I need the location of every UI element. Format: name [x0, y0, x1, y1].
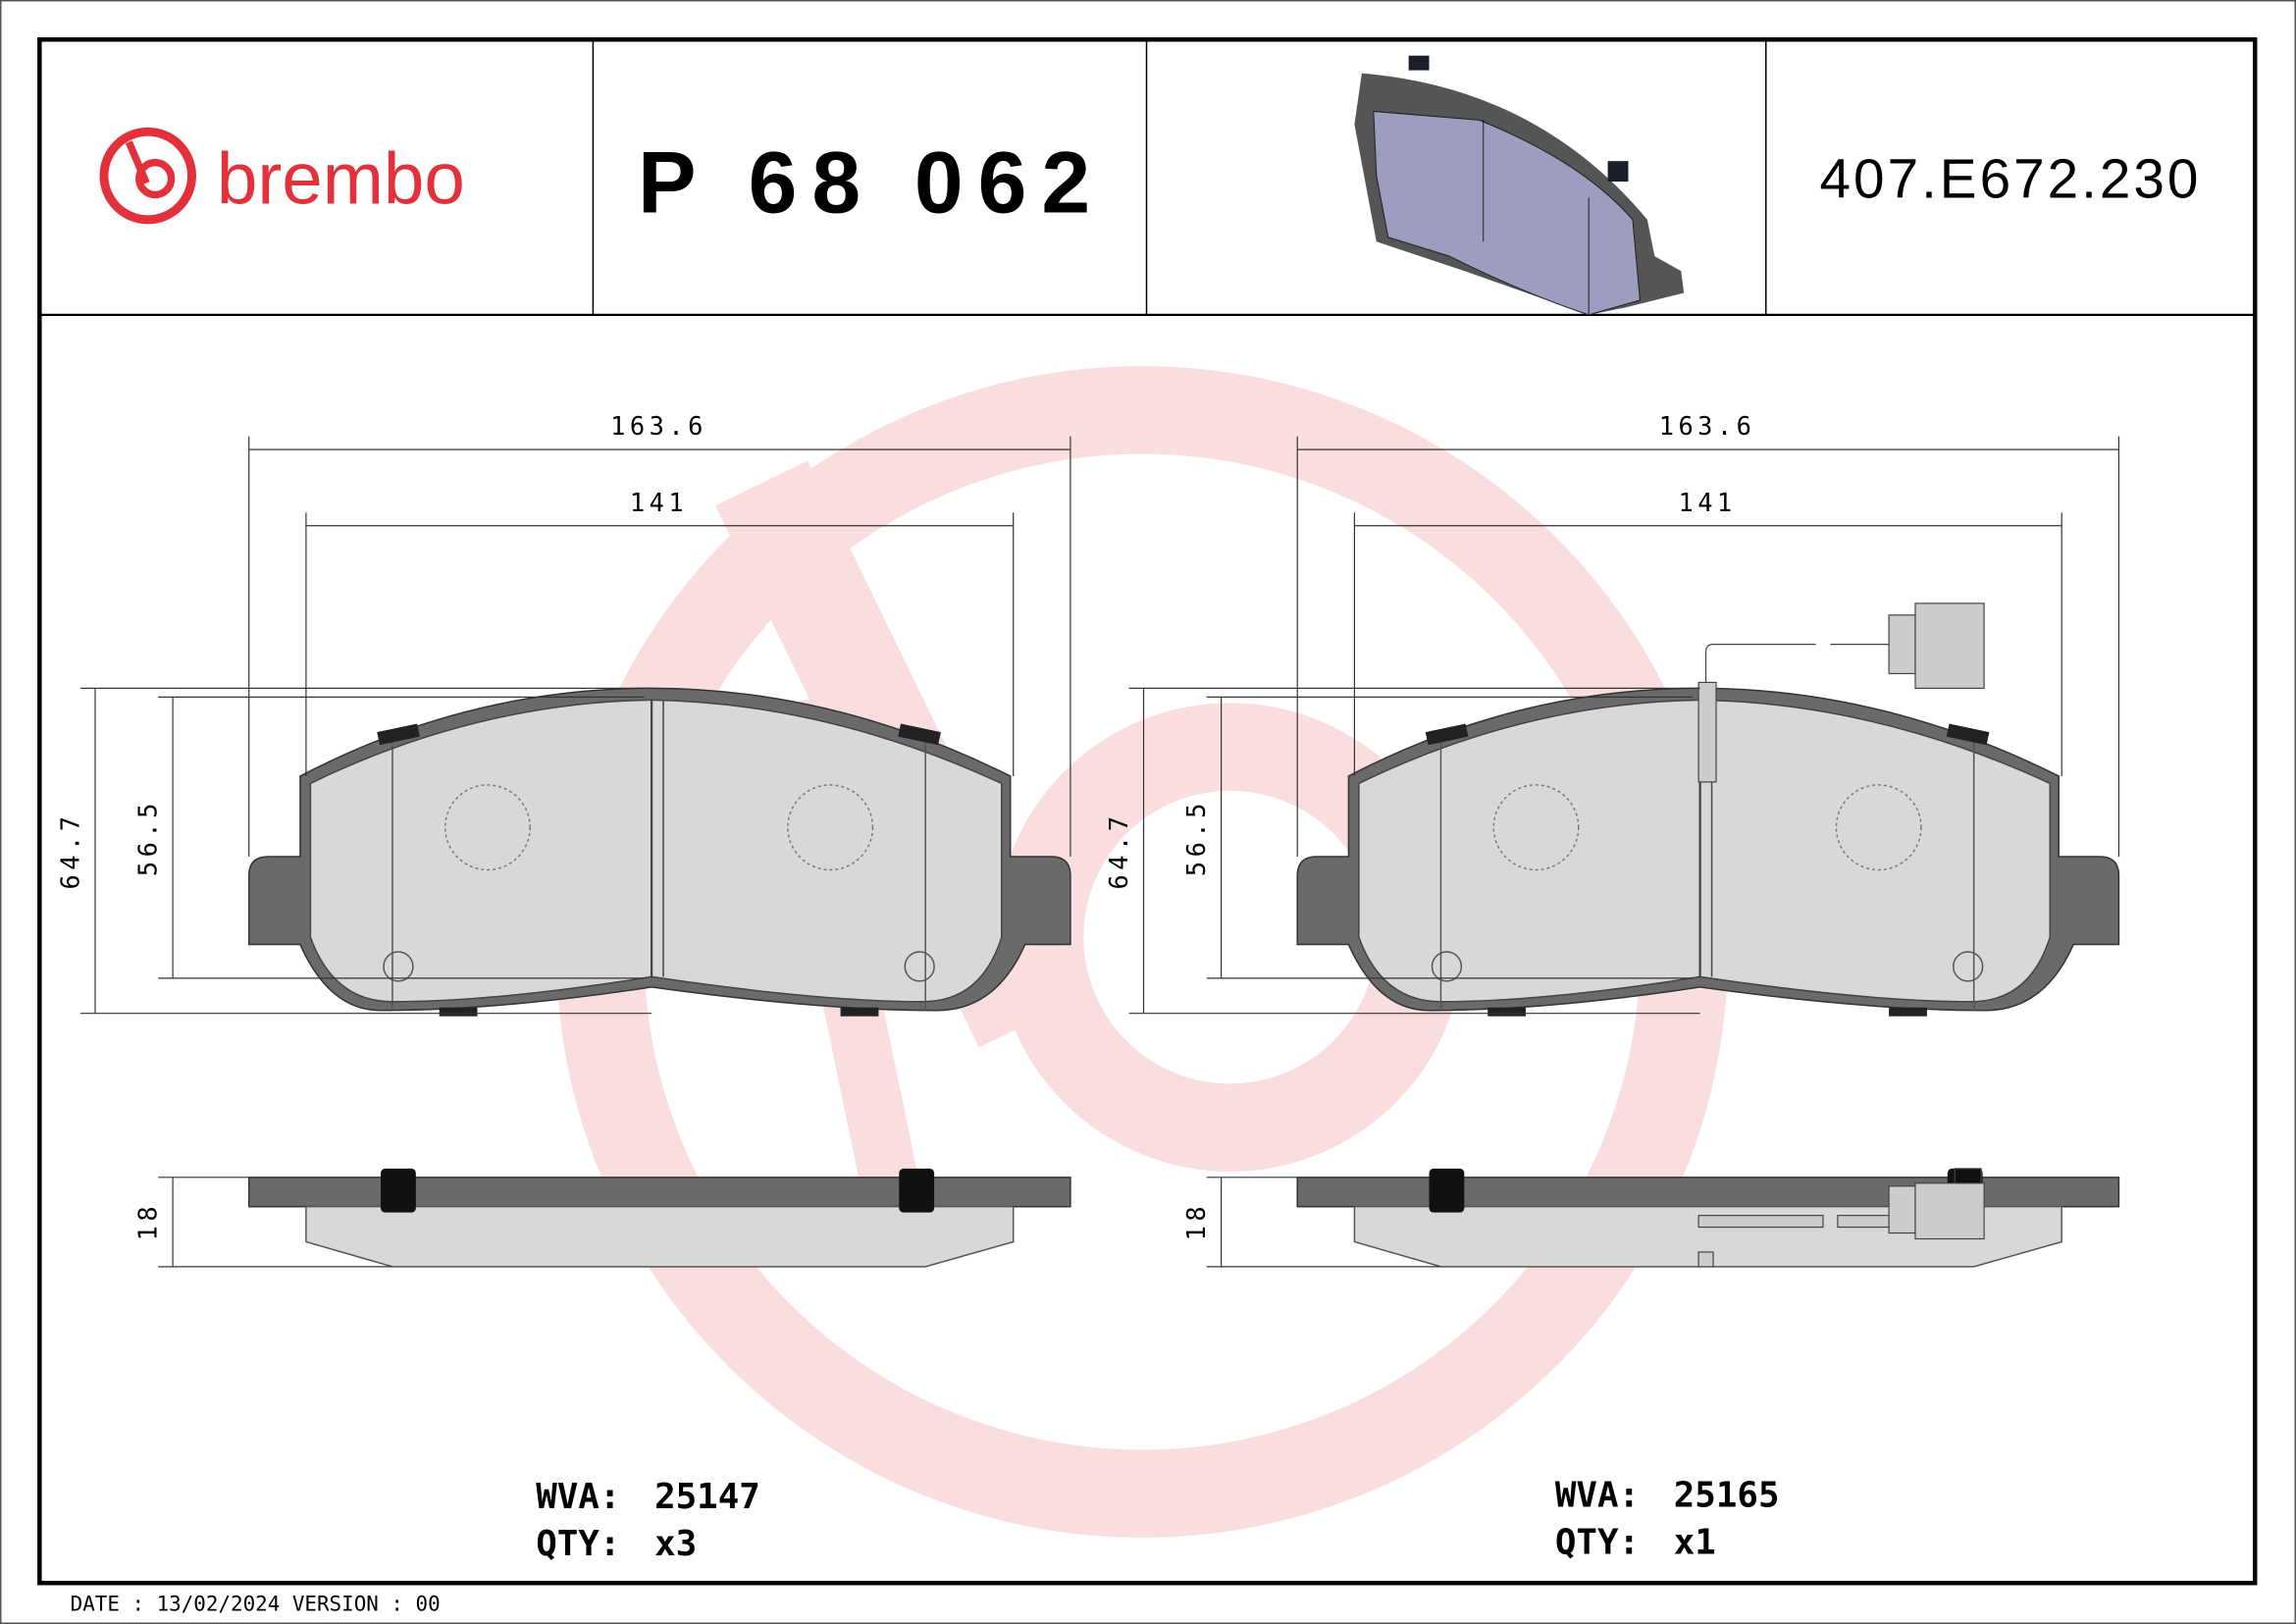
dim-overall-width: 163.6	[610, 411, 707, 441]
wva-value: 25165	[1674, 1476, 1780, 1516]
dim-thickness: 18	[133, 1202, 163, 1241]
dim-friction-height: 56.5	[1181, 799, 1211, 876]
brand-name: brembo	[217, 136, 465, 219]
brembo-logo: brembo	[99, 127, 465, 225]
brake-pad-3d-image	[1354, 55, 1685, 316]
qty-value: x3	[654, 1524, 697, 1564]
right-pad-drawing: 163.6 141 64.7 56.5 18 WVA: 25165 QTY: x…	[1104, 411, 2120, 1562]
wear-sensor-icon	[1697, 602, 1985, 1268]
date-version: DATE : 13/02/2024 VERSION : 00	[71, 1593, 441, 1616]
dim-overall-height: 64.7	[1104, 812, 1133, 890]
part-number: P 68 062	[638, 132, 1105, 231]
dim-friction-width: 141	[1678, 488, 1736, 517]
wva-label: WVA:	[1555, 1476, 1640, 1516]
qty-label: QTY:	[536, 1524, 620, 1564]
dim-friction-width: 141	[630, 488, 688, 517]
wva-label: WVA:	[536, 1477, 620, 1517]
dim-thickness: 18	[1181, 1202, 1211, 1241]
dim-overall-width: 163.6	[1659, 411, 1756, 441]
qty-value: x1	[1674, 1522, 1716, 1562]
reference-number: 407.E672.230	[1820, 148, 2202, 210]
qty-label: QTY:	[1555, 1522, 1640, 1562]
wva-value: 25147	[654, 1477, 760, 1517]
dim-friction-height: 56.5	[133, 799, 163, 876]
left-pad-drawing: 163.6 141 64.7 56.5 18 WVA: 25147 QTY: x…	[56, 411, 1072, 1564]
dim-overall-height: 64.7	[56, 812, 85, 890]
